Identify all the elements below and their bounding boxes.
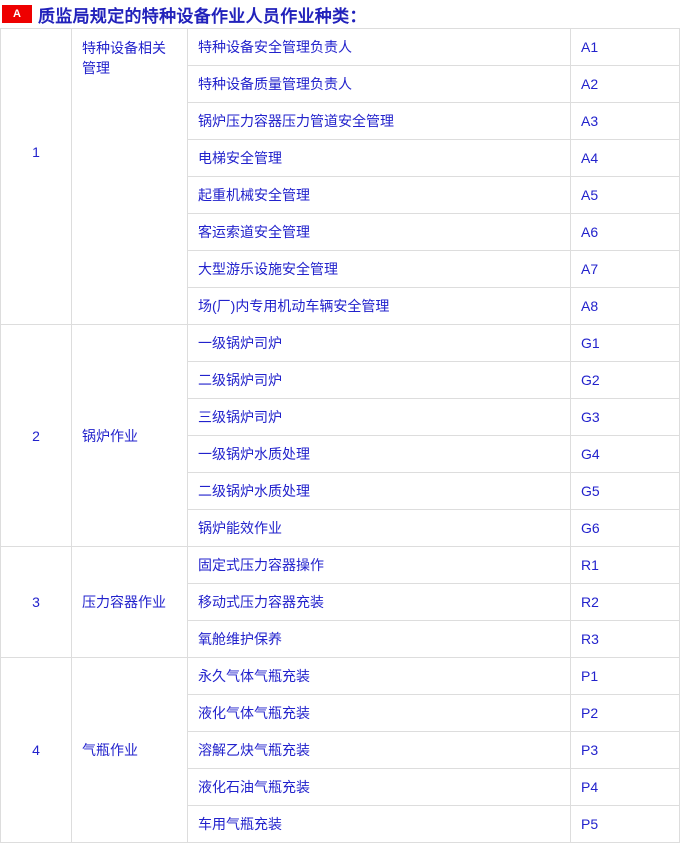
- job-code-cell: G2: [570, 361, 680, 399]
- job-category-cell: 溶解乙炔气瓶充装: [187, 731, 571, 769]
- job-code-cell: P3: [570, 731, 680, 769]
- table-row: 特种设备质量管理负责人 A2: [1, 65, 680, 103]
- table-row: 一级锅炉水质处理 G4: [1, 435, 680, 473]
- table-row: 4 气瓶作业 永久气体气瓶充装 P1: [0, 657, 680, 843]
- group-name-cell: 压力容器作业: [71, 546, 188, 658]
- job-category-cell: 二级锅炉司炉: [187, 361, 571, 399]
- job-category-cell: 起重机械安全管理: [187, 176, 571, 214]
- job-category-cell: 固定式压力容器操作: [187, 546, 571, 584]
- table-row: 液化气体气瓶充装 P2: [1, 694, 680, 732]
- job-category-cell: 电梯安全管理: [187, 139, 571, 177]
- table-row: 氧舱维护保养 R3: [1, 620, 680, 658]
- table-row: 锅炉压力容器压力管道安全管理 A3: [1, 102, 680, 140]
- special-equipment-categories-table: 1 特种设备相关管理 特种设备安全管理负责人 A1 特种设备质量管理负责人 A2 锅炉压力容…: [0, 28, 680, 843]
- job-category-cell: 特种设备安全管理负责人: [187, 28, 571, 66]
- table-row: 移动式压力容器充装 R2: [1, 583, 680, 621]
- job-code-cell: A6: [570, 213, 680, 251]
- group-name-cell: 特种设备相关管理: [71, 28, 188, 325]
- job-code-cell: P5: [570, 805, 680, 843]
- table-row: 1 特种设备相关管理 特种设备安全管理负责人 A1: [0, 28, 680, 325]
- job-code-cell: A3: [570, 102, 680, 140]
- table-row: 大型游乐设施安全管理 A7: [1, 250, 680, 288]
- job-code-cell: G1: [570, 324, 680, 362]
- red-badge-a-icon: A: [2, 5, 32, 23]
- job-code-cell: R3: [570, 620, 680, 658]
- job-category-cell: 锅炉能效作业: [187, 509, 571, 547]
- job-category-cell: 三级锅炉司炉: [187, 398, 571, 436]
- table-row: 锅炉能效作业 G6: [1, 509, 680, 547]
- page-title: 质监局规定的特种设备作业人员作业种类：: [38, 6, 367, 26]
- table-row: 三级锅炉司炉 G3: [1, 398, 680, 436]
- job-code-cell: P1: [570, 657, 680, 695]
- job-code-cell: G6: [570, 509, 680, 547]
- job-category-cell: 车用气瓶充装: [187, 805, 571, 843]
- job-code-cell: A1: [570, 28, 680, 66]
- job-code-cell: R1: [570, 546, 680, 584]
- group-index-cell: 1: [0, 28, 72, 325]
- job-category-cell: 永久气体气瓶充装: [187, 657, 571, 695]
- job-code-cell: P4: [570, 768, 680, 806]
- table-row: 3 压力容器作业 固定式压力容器操作 R1: [0, 546, 680, 658]
- table-row: 起重机械安全管理 A5: [1, 176, 680, 214]
- job-category-cell: 二级锅炉水质处理: [187, 472, 571, 510]
- table-row: 电梯安全管理 A4: [1, 139, 680, 177]
- job-code-cell: R2: [570, 583, 680, 621]
- job-code-cell: A5: [570, 176, 680, 214]
- job-category-cell: 大型游乐设施安全管理: [187, 250, 571, 288]
- group-index-cell: 3: [0, 546, 72, 658]
- table-row: 液化石油气瓶充装 P4: [1, 768, 680, 806]
- job-category-cell: 一级锅炉水质处理: [187, 435, 571, 473]
- group-index-cell: 4: [0, 657, 72, 843]
- table-row: 2 锅炉作业 一级锅炉司炉 G1: [0, 324, 680, 547]
- job-code-cell: G3: [570, 398, 680, 436]
- group-index-cell: 2: [0, 324, 72, 547]
- job-code-cell: G5: [570, 472, 680, 510]
- job-category-cell: 客运索道安全管理: [187, 213, 571, 251]
- job-category-cell: 氧舱维护保养: [187, 620, 571, 658]
- group-name-cell: 锅炉作业: [71, 324, 188, 547]
- job-code-cell: P2: [570, 694, 680, 732]
- job-code-cell: A7: [570, 250, 680, 288]
- job-category-cell: 液化气体气瓶充装: [187, 694, 571, 732]
- table-row: 场(厂)内专用机动车辆安全管理 A8: [1, 287, 680, 325]
- job-category-cell: 锅炉压力容器压力管道安全管理: [187, 102, 571, 140]
- job-category-cell: 移动式压力容器充装: [187, 583, 571, 621]
- job-category-cell: 一级锅炉司炉: [187, 324, 571, 362]
- job-category-cell: 场(厂)内专用机动车辆安全管理: [187, 287, 571, 325]
- job-code-cell: A8: [570, 287, 680, 325]
- table-row: 客运索道安全管理 A6: [1, 213, 680, 251]
- table-row: 二级锅炉水质处理 G5: [1, 472, 680, 510]
- table-row: 车用气瓶充装 P5: [1, 805, 680, 843]
- group-name-cell: 气瓶作业: [71, 657, 188, 843]
- table-body: 1 特种设备相关管理 特种设备安全管理负责人 A1 特种设备质量管理负责人 A2 锅炉压力容…: [0, 28, 680, 843]
- page-heading: A 质监局规定的特种设备作业人员作业种类：: [0, 0, 689, 28]
- job-code-cell: A4: [570, 139, 680, 177]
- job-code-cell: G4: [570, 435, 680, 473]
- job-category-cell: 液化石油气瓶充装: [187, 768, 571, 806]
- job-code-cell: A2: [570, 65, 680, 103]
- job-category-cell: 特种设备质量管理负责人: [187, 65, 571, 103]
- table-row: 溶解乙炔气瓶充装 P3: [1, 731, 680, 769]
- table-row: 二级锅炉司炉 G2: [1, 361, 680, 399]
